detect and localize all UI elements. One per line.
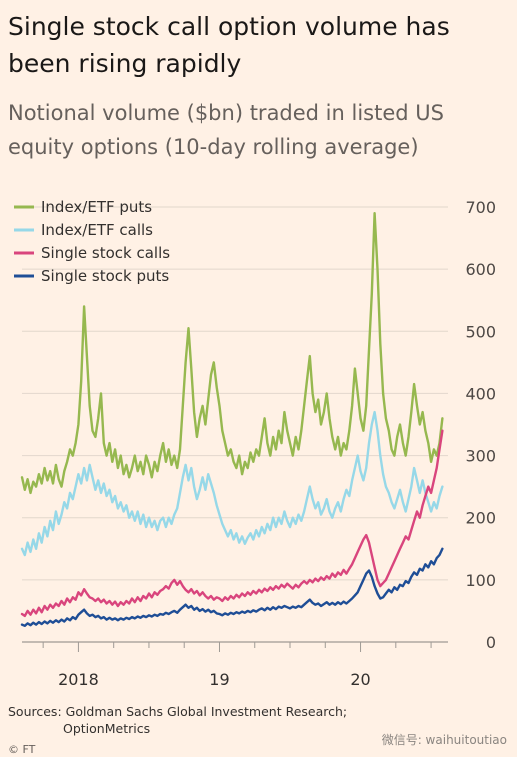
y-tick-label-600: 600 — [465, 260, 496, 279]
y-tick-label-200: 200 — [465, 509, 496, 528]
chart-title: Single stock call option volume has been… — [8, 12, 450, 78]
legend-label-2: Single stock calls — [41, 244, 170, 262]
y-tick-label-700: 700 — [465, 198, 496, 217]
ft-credit: © FT — [8, 743, 36, 756]
series-line-1 — [20, 410, 444, 557]
source-line-1: Sources: Goldman Sachs Global Investment… — [8, 704, 348, 719]
series-line-2 — [20, 429, 444, 618]
y-tick-label-500: 500 — [465, 322, 496, 341]
chart-subtitle: Notional volume ($bn) traded in listed U… — [8, 101, 444, 159]
x-tick-label-0: 2018 — [58, 670, 99, 689]
series-lines — [20, 212, 444, 627]
legend-label-1: Index/ETF calls — [41, 221, 153, 239]
series-line-0 — [20, 212, 444, 495]
legend: Index/ETF puts Index/ETF calls Single stoc… — [14, 198, 170, 285]
legend-label-3: Single stock puts — [41, 267, 169, 285]
chart-canvas: 0 100 200 300 400 500 600 700 2018 19 20 Index/ETF… — [14, 198, 496, 689]
series-line-3 — [20, 547, 444, 627]
y-tick-label-400: 400 — [465, 384, 496, 403]
source-line-2: OptionMetrics — [63, 721, 151, 736]
legend-label-0: Index/ETF puts — [41, 198, 152, 216]
source-note: Sources: Goldman Sachs Global Investment… — [8, 703, 468, 737]
x-tick-label-1: 19 — [209, 670, 229, 689]
x-tick-label-2: 20 — [350, 670, 370, 689]
y-tick-label-0: 0 — [486, 633, 496, 652]
y-tick-label-300: 300 — [465, 447, 496, 466]
gridlines — [22, 206, 448, 643]
y-tick-label-100: 100 — [465, 571, 496, 590]
wechat-watermark: 微信号: waihuitoutiao — [381, 733, 507, 747]
axis-ticks: 0 100 200 300 400 500 600 700 2018 19 20 — [42, 198, 496, 689]
